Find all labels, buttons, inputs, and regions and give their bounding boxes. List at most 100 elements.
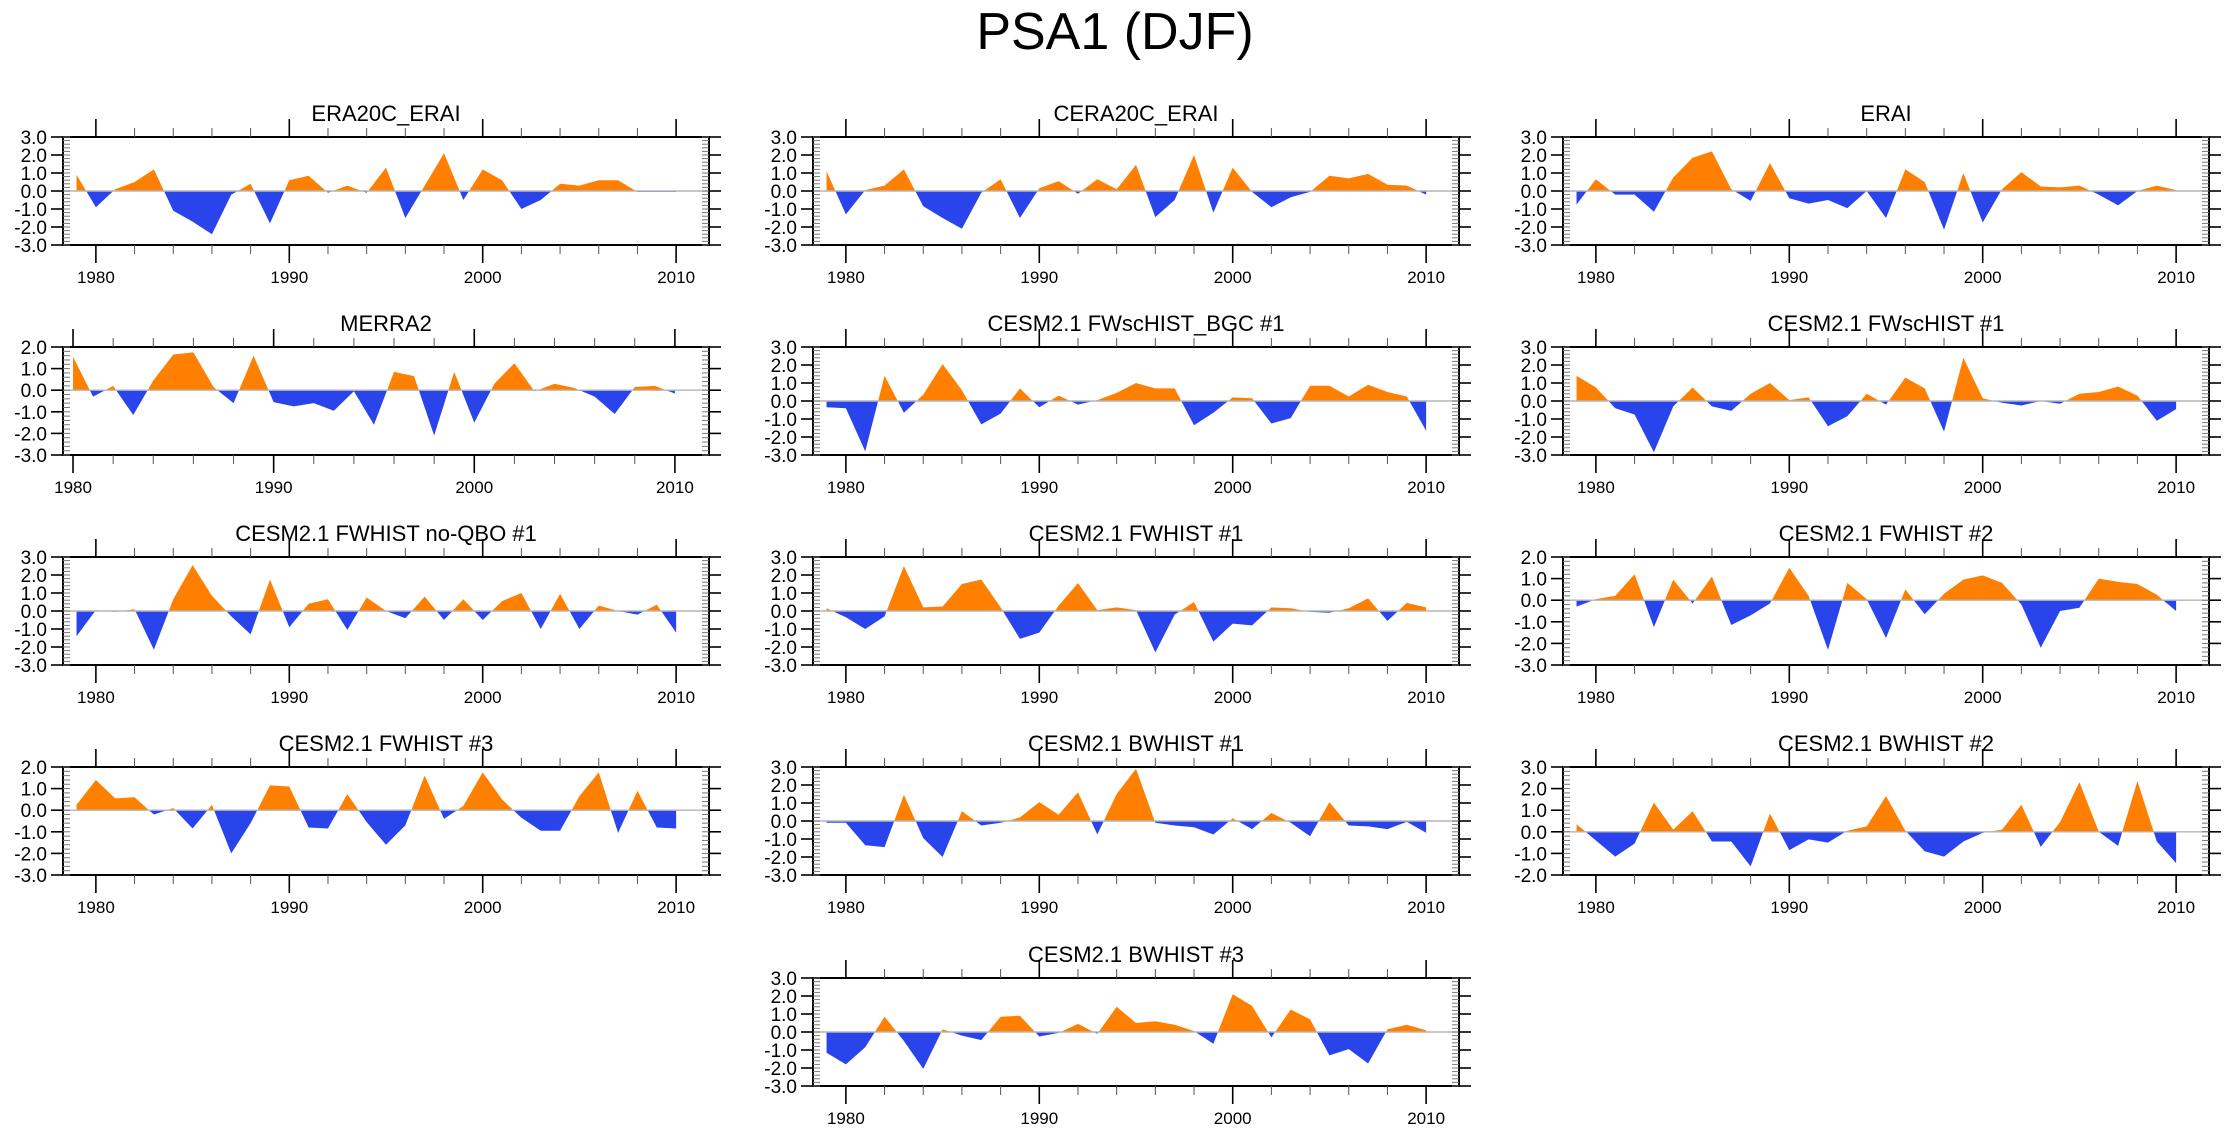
y-tick-label: 1.0	[21, 360, 47, 381]
y-tick-label: -2.0	[764, 638, 797, 659]
x-tick-label: 2000	[1214, 898, 1252, 917]
x-tick-label: 2000	[1964, 898, 2002, 917]
y-tick-label: 3.0	[21, 128, 47, 149]
figure-title: PSA1 (DJF)	[976, 3, 1254, 61]
y-tick-label: 0.0	[21, 801, 47, 822]
y-tick-label: 3.0	[1521, 338, 1547, 359]
panel-title: CESM2.1 BWHIST #1	[1028, 731, 1244, 756]
y-tick-label: 2.0	[21, 758, 47, 779]
y-tick-label: -1.0	[14, 200, 47, 221]
y-tick-label: 2.0	[21, 566, 47, 587]
y-tick-label: -2.0	[14, 218, 47, 239]
y-tick-label: 1.0	[1521, 801, 1547, 822]
x-tick-label: 1990	[270, 268, 308, 287]
positive-area	[1576, 567, 2177, 601]
panel: CESM2.1 BWHIST #2 3.02.01.00.0-1.0-2.0 198…	[1514, 731, 2221, 917]
x-tick-label: 1980	[827, 688, 865, 707]
x-tick-label: 2010	[656, 478, 694, 497]
panel: CESM2.1 FWHIST #3 2.01.00.0-1.0-2.0-3.0 19…	[14, 731, 721, 917]
x-tick-label: 2000	[464, 268, 502, 287]
y-tick-label: -3.0	[14, 866, 47, 887]
y-tick-label: 0.0	[771, 602, 797, 623]
y-tick-label: -2.0	[1514, 866, 1547, 887]
negative-area	[76, 191, 677, 235]
y-tick-label: -2.0	[764, 218, 797, 239]
x-tick-label: 1980	[1577, 688, 1615, 707]
x-tick-label: 1990	[1770, 268, 1808, 287]
y-tick-label: 3.0	[771, 338, 797, 359]
y-tick-label: -3.0	[764, 236, 797, 257]
y-tick-label: 1.0	[771, 584, 797, 605]
y-tick-label: 1.0	[1521, 570, 1547, 591]
y-tick-label: 0.0	[21, 182, 47, 203]
y-tick-label: -1.0	[764, 620, 797, 641]
plot-frame	[62, 346, 710, 456]
y-tick-label: -2.0	[764, 428, 797, 449]
y-tick-label: 3.0	[771, 758, 797, 779]
x-tick-label: 1980	[1577, 898, 1615, 917]
y-tick-label: 2.0	[1521, 548, 1547, 569]
plot-frame	[1562, 766, 2210, 876]
x-tick-label: 1980	[827, 1109, 865, 1128]
x-tick-label: 1980	[827, 268, 865, 287]
negative-area	[826, 1032, 1427, 1069]
positive-area	[826, 566, 1427, 611]
y-tick-label: -3.0	[764, 866, 797, 887]
x-tick-label: 2010	[1407, 1109, 1445, 1128]
negative-area	[1576, 831, 2177, 867]
x-tick-label: 1990	[270, 688, 308, 707]
panel-title: CERA20C_ERAI	[1053, 101, 1218, 126]
y-tick-label: 2.0	[1521, 356, 1547, 377]
panel: CESM2.1 BWHIST #3 3.02.01.00.0-1.0-2.0-3.…	[764, 942, 1471, 1128]
x-tick-label: 1990	[1020, 478, 1058, 497]
panel: MERRA2 2.01.00.0-1.0-2.0-3.0 1980 1990 2000 2…	[14, 311, 721, 497]
x-tick-label: 1990	[1020, 268, 1058, 287]
x-tick-label: 2000	[1964, 478, 2002, 497]
y-tick-label: 1.0	[771, 794, 797, 815]
y-tick-label: -2.0	[14, 424, 47, 445]
y-tick-label: 0.0	[771, 812, 797, 833]
x-tick-label: 1990	[1770, 478, 1808, 497]
y-tick-label: 0.0	[1521, 591, 1547, 612]
y-tick-label: -3.0	[14, 236, 47, 257]
y-tick-label: -2.0	[1514, 634, 1547, 655]
y-tick-label: 3.0	[1521, 758, 1547, 779]
panel-title: CESM2.1 FWscHIST_BGC #1	[987, 311, 1284, 336]
y-tick-label: -3.0	[764, 446, 797, 467]
y-tick-label: 0.0	[1521, 182, 1547, 203]
y-tick-label: -3.0	[14, 656, 47, 677]
y-tick-label: 1.0	[1521, 374, 1547, 395]
y-tick-label: -2.0	[1514, 218, 1547, 239]
y-tick-label: 2.0	[771, 776, 797, 797]
y-tick-label: -2.0	[14, 638, 47, 659]
positive-area	[826, 364, 1427, 401]
x-tick-label: 2010	[657, 688, 695, 707]
x-tick-label: 1980	[1577, 268, 1615, 287]
x-tick-label: 2010	[1407, 478, 1445, 497]
x-tick-label: 1990	[1770, 898, 1808, 917]
x-tick-label: 1990	[255, 478, 293, 497]
negative-area	[73, 390, 675, 436]
y-tick-label: -2.0	[764, 1059, 797, 1080]
y-tick-label: 2.0	[21, 338, 47, 359]
panel: CERA20C_ERAI 3.02.01.00.0-1.0-2.0-3.0 1980…	[764, 101, 1471, 287]
y-tick-label: 3.0	[771, 548, 797, 569]
x-tick-label: 2010	[1407, 898, 1445, 917]
panel-title: CESM2.1 BWHIST #3	[1028, 942, 1244, 967]
y-tick-label: 0.0	[771, 182, 797, 203]
panel: ERA20C_ERAI 3.02.01.00.0-1.0-2.0-3.0 1980 1…	[14, 101, 721, 287]
positive-area	[73, 352, 675, 391]
x-tick-label: 1980	[827, 478, 865, 497]
y-tick-label: -1.0	[764, 200, 797, 221]
x-tick-label: 1990	[1020, 1109, 1058, 1128]
panel: CESM2.1 FWHIST #1 3.02.01.00.0-1.0-2.0-3.…	[764, 521, 1471, 707]
x-tick-label: 1990	[1020, 688, 1058, 707]
y-tick-label: 0.0	[1521, 392, 1547, 413]
x-tick-label: 2010	[2157, 268, 2195, 287]
plot-frame	[1562, 556, 2210, 666]
x-tick-label: 2000	[464, 688, 502, 707]
x-tick-label: 2000	[1214, 688, 1252, 707]
x-tick-label: 1980	[77, 688, 115, 707]
x-tick-label: 2000	[1214, 478, 1252, 497]
